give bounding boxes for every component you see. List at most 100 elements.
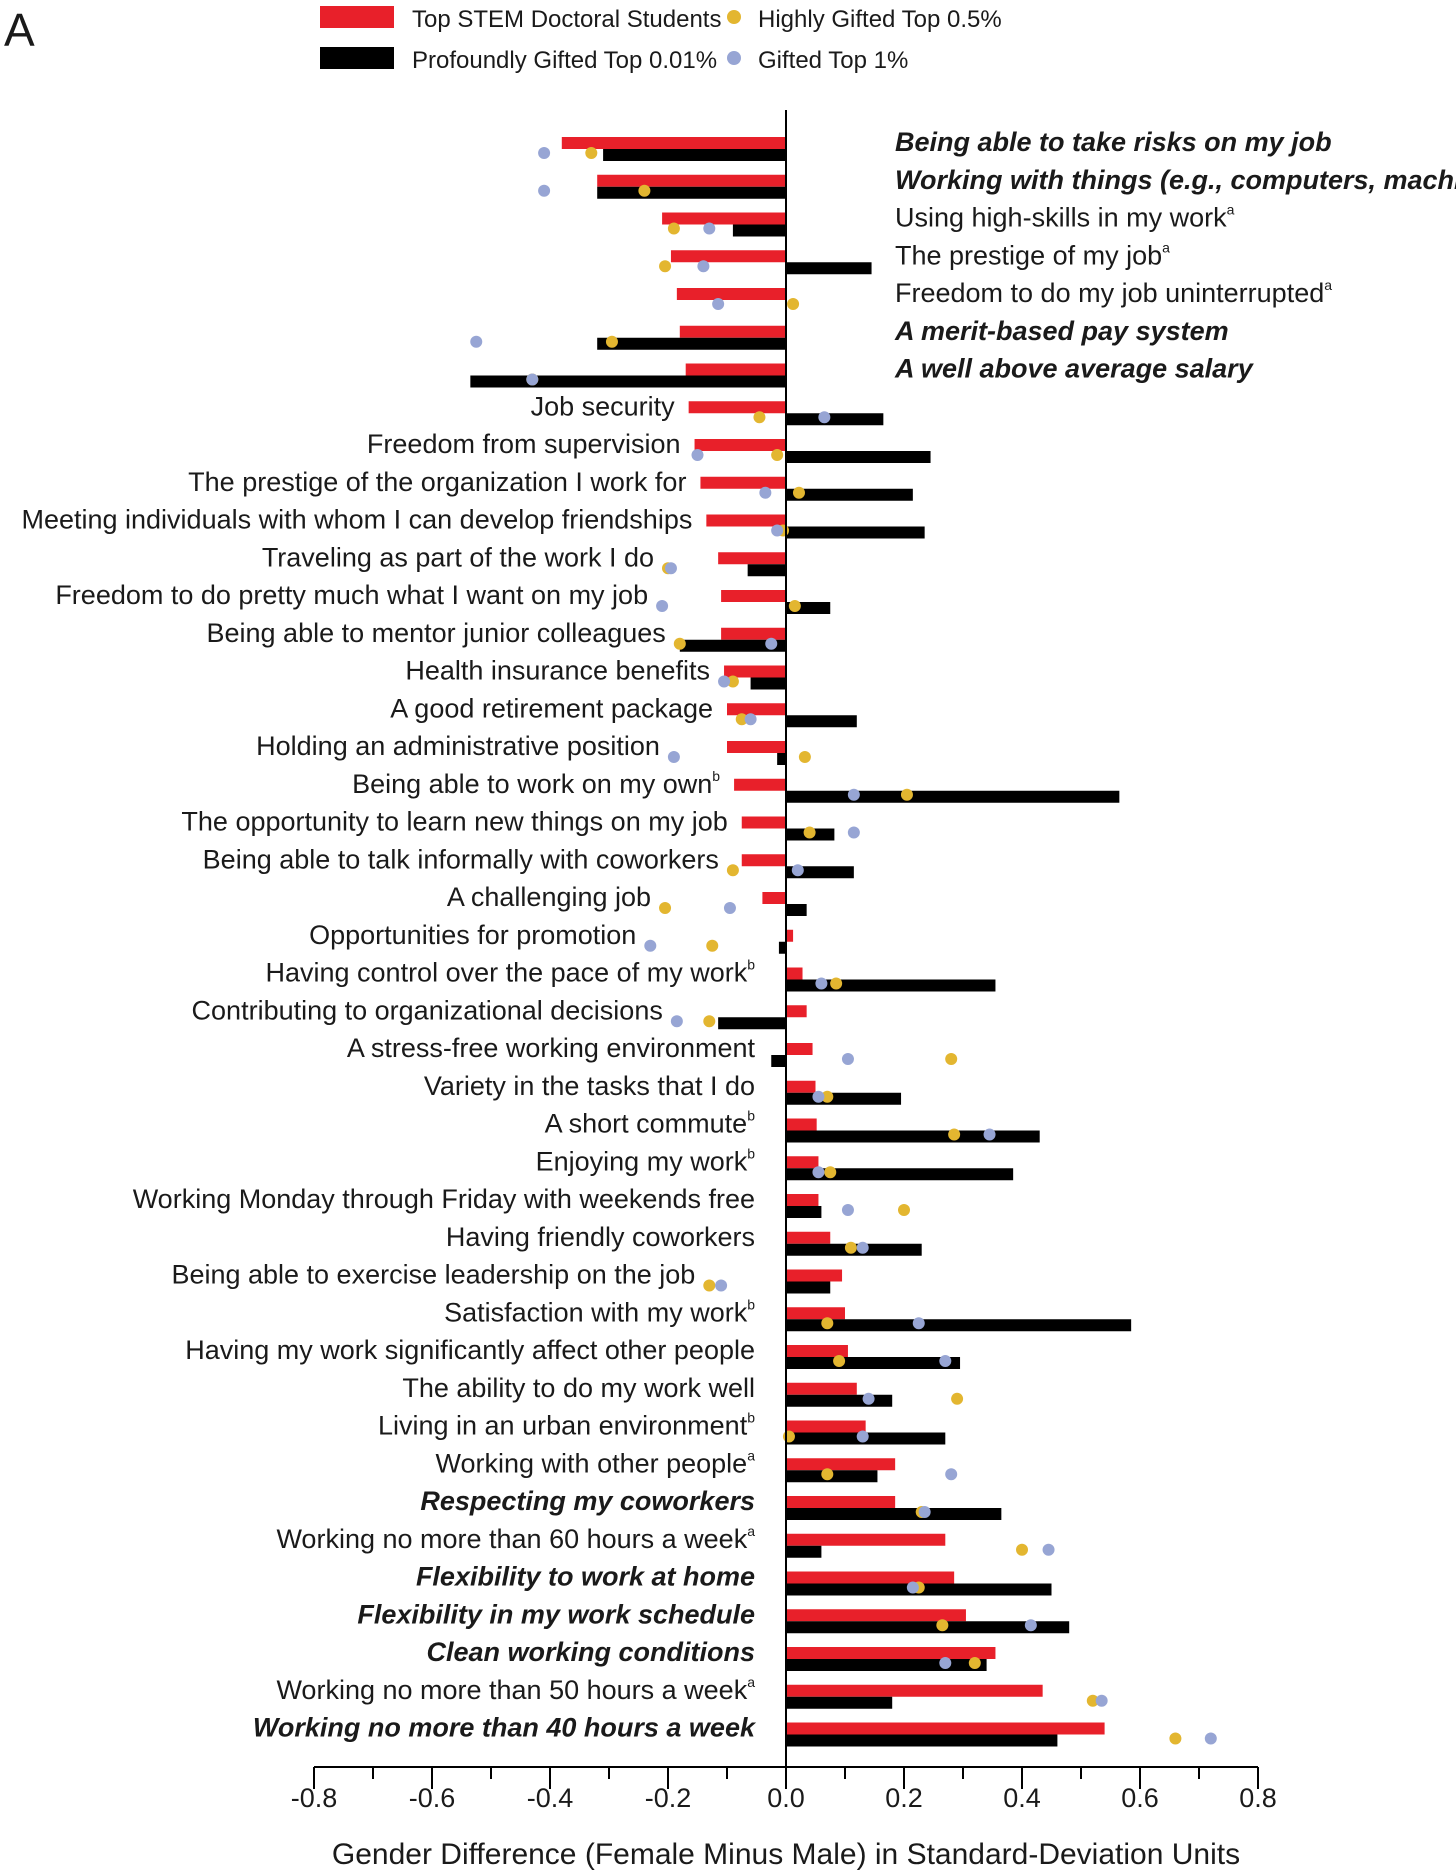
bar-stem-35: [786, 1458, 896, 1471]
row-label-20: A challenging job: [447, 882, 651, 912]
dot-gifted-8: [691, 449, 704, 461]
row-label-9: The prestige of the organization I work …: [188, 467, 686, 497]
dot-gifted-41: [1095, 1694, 1108, 1707]
legend-label-2: Highly Gifted Top 0.5%: [758, 6, 1002, 33]
row-label-4: Freedom to do my job uninterrupteda: [895, 277, 1332, 308]
bar-stem-7: [688, 401, 786, 414]
row-label-2: Using high-skills in my worka: [895, 202, 1235, 233]
legend-swatch-1: [320, 47, 394, 69]
dot-highly-14: [726, 675, 739, 688]
dot-gifted-15: [744, 713, 757, 726]
bar-stem-4: [676, 288, 786, 300]
bar-stem-21: [786, 929, 794, 942]
bar-profoundly-42: [786, 1734, 1058, 1747]
dot-highly-12: [788, 600, 801, 612]
dot-gifted-31: [912, 1317, 925, 1330]
dot-highly-26: [948, 1128, 961, 1141]
bar-profoundly-32: [786, 1357, 961, 1369]
bar-stem-30: [786, 1269, 843, 1282]
dot-highly-23: [703, 1015, 716, 1028]
bar-profoundly-10: [786, 526, 925, 539]
dot-gifted-38: [906, 1581, 919, 1594]
dot-highly-40: [968, 1657, 981, 1669]
legend-swatch-0: [320, 6, 394, 28]
dot-highly-32: [833, 1355, 846, 1367]
dot-gifted-20: [723, 902, 736, 914]
bar-stem-32: [786, 1345, 848, 1357]
bar-stem-16: [727, 741, 786, 753]
dot-gifted-6: [526, 373, 539, 386]
bar-stem-19: [741, 854, 786, 867]
bar-profoundly-15: [786, 715, 857, 728]
bar-profoundly-21: [778, 941, 786, 954]
dot-highly-37: [1016, 1543, 1028, 1556]
tick-label-4: 0.0: [767, 1783, 805, 1813]
row-label-39: Flexibility in my work schedule: [357, 1599, 755, 1629]
dot-highly-29: [844, 1241, 857, 1254]
dot-highly-18: [803, 826, 816, 839]
row-label-5: A merit-based pay system: [894, 316, 1229, 346]
row-label-41: Working no more than 50 hours a weeka: [276, 1674, 755, 1705]
row-label-22: Having control over the pace of my workb: [265, 957, 755, 988]
dot-highly-5: [605, 335, 618, 348]
row-label-26: A short commuteb: [545, 1108, 756, 1139]
row-label-19: Being able to talk informally with cowor…: [203, 844, 719, 874]
dot-gifted-36: [918, 1506, 931, 1518]
bar-profoundly-13: [679, 639, 786, 652]
bar-stem-0: [561, 137, 786, 149]
bar-profoundly-9: [786, 488, 913, 501]
bar-stem-26: [786, 1118, 817, 1131]
bar-profoundly-26: [786, 1130, 1040, 1143]
bar-stem-8: [694, 439, 786, 451]
dot-gifted-9: [759, 486, 772, 499]
bar-profoundly-8: [786, 451, 931, 463]
dot-highly-13: [673, 637, 686, 650]
bar-profoundly-2: [732, 224, 786, 237]
dot-gifted-26: [983, 1128, 996, 1141]
row-label-6: A well above average salary: [894, 354, 1255, 384]
dot-highly-25: [821, 1090, 834, 1103]
bar-profoundly-31: [786, 1319, 1132, 1332]
dot-gifted-16: [667, 751, 680, 763]
bar-stem-3: [670, 250, 786, 263]
dot-highly-19: [726, 864, 739, 877]
dot-gifted-21: [644, 939, 657, 952]
bar-stem-31: [786, 1307, 845, 1320]
dot-highly-22: [830, 977, 843, 990]
dot-gifted-13: [765, 637, 778, 650]
dot-highly-21: [706, 939, 719, 952]
dot-gifted-14: [718, 675, 731, 688]
dot-gifted-1: [538, 184, 551, 197]
dot-highly-4: [787, 298, 800, 310]
dot-gifted-27: [812, 1166, 825, 1179]
bar-stem-40: [786, 1647, 996, 1659]
bar-stem-25: [786, 1080, 816, 1093]
bar-stem-24: [786, 1043, 813, 1055]
row-label-14: Health insurance benefits: [405, 656, 710, 686]
dot-highly-24: [945, 1053, 958, 1065]
dot-gifted-7: [818, 411, 831, 424]
dot-gifted-5: [470, 335, 483, 348]
bar-stem-18: [741, 816, 786, 829]
bar-profoundly-20: [786, 904, 807, 916]
dot-gifted-30: [715, 1279, 728, 1292]
dot-gifted-28: [841, 1204, 854, 1216]
bar-profoundly-3: [786, 262, 872, 275]
bar-profoundly-41: [786, 1696, 893, 1709]
bar-profoundly-27: [786, 1168, 1014, 1181]
bar-profoundly-28: [786, 1206, 822, 1218]
bar-profoundly-1: [597, 186, 786, 199]
row-label-35: Working with other peoplea: [436, 1447, 756, 1478]
tick-label-7: 0.6: [1121, 1783, 1159, 1813]
row-label-24: A stress-free working environment: [347, 1033, 756, 1063]
row-label-25: Variety in the tasks that I do: [424, 1071, 755, 1101]
bar-profoundly-23: [718, 1017, 786, 1030]
bar-stem-9: [700, 476, 786, 489]
row-label-8: Freedom from supervision: [367, 429, 681, 459]
dot-gifted-37: [1042, 1543, 1055, 1556]
row-label-32: Having my work significantly affect othe…: [185, 1335, 755, 1365]
dot-highly-42: [1169, 1732, 1182, 1745]
dot-gifted-23: [670, 1015, 683, 1028]
row-label-31: Satisfaction with my workb: [444, 1296, 755, 1327]
